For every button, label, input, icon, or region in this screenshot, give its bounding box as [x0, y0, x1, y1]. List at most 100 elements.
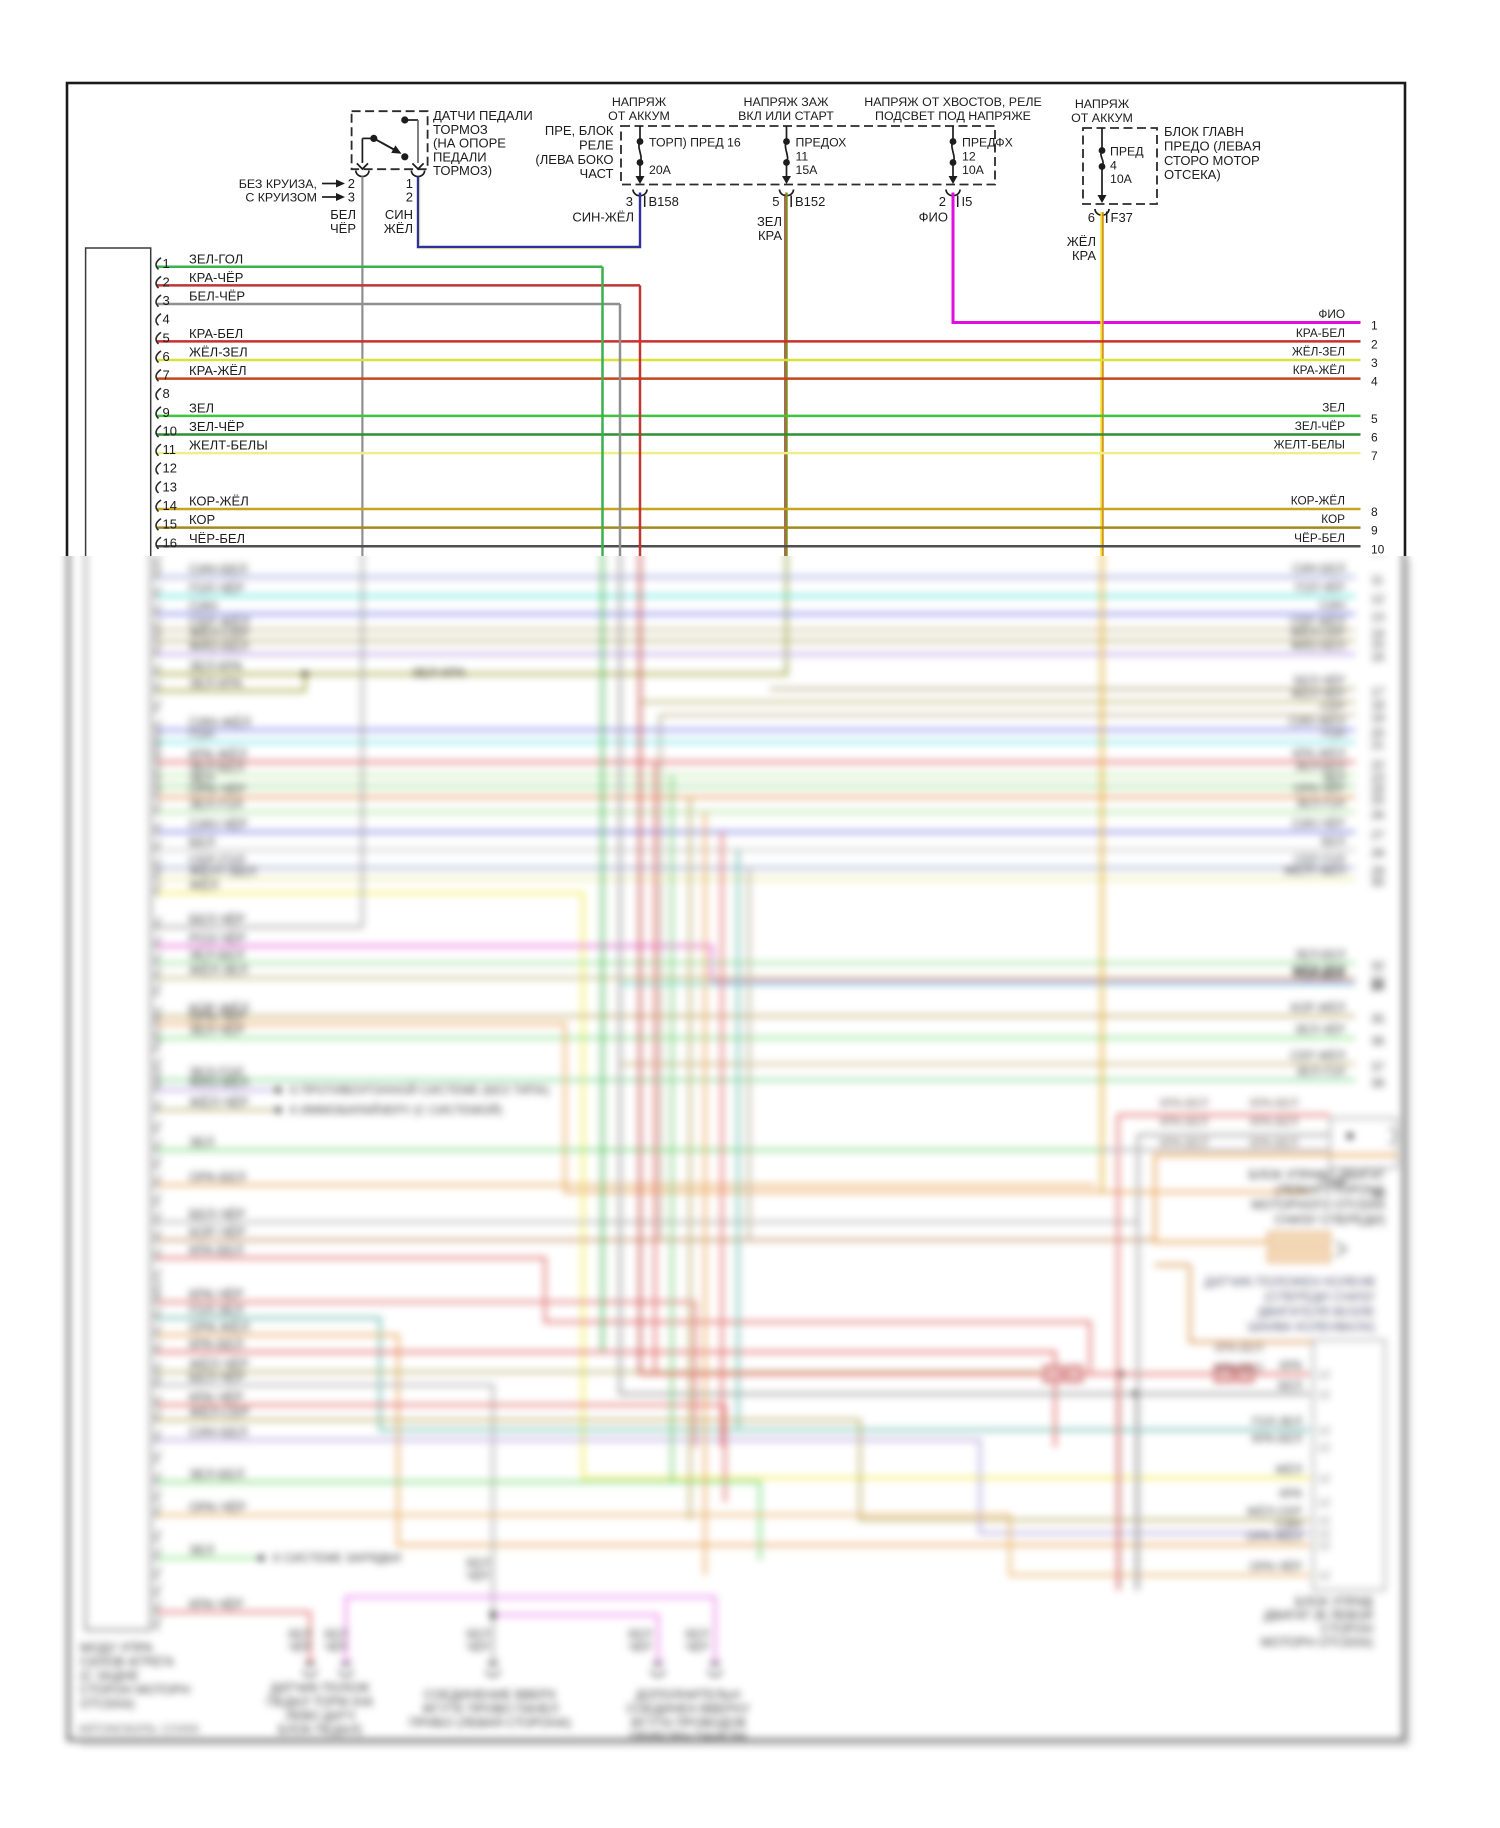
- svg-text:ФИО: ФИО: [1318, 307, 1345, 321]
- svg-text:БЕЛ-ЧЁР: БЕЛ-ЧЁР: [189, 1207, 245, 1222]
- svg-text:(ЛЕВАЯ СТОРОНА: (ЛЕВАЯ СТОРОНА: [1275, 1183, 1386, 1197]
- svg-text:ЗЕЛ-ЧЁР: ЗЕЛ-ЧЁР: [189, 1023, 244, 1038]
- svg-text:СТОРОН: СТОРОН: [1321, 1622, 1373, 1636]
- svg-text:ДАТЧИК ПОЛОЖЕН КОЛЕНВ: ДАТЧИК ПОЛОЖЕН КОЛЕНВ: [1204, 1275, 1375, 1289]
- svg-text:ЗЕЛ-БЕЛ: ЗЕЛ-БЕЛ: [1295, 760, 1345, 774]
- svg-text:ЖЁЛ: ЖЁЛ: [1067, 234, 1096, 249]
- svg-text:КОР: КОР: [189, 512, 215, 527]
- svg-text:ЖЁЛ-ЧЁР: ЖЁЛ-ЧЁР: [189, 1357, 249, 1372]
- svg-text:КРА-БЕЛ: КРА-БЕЛ: [1160, 1117, 1208, 1129]
- svg-text:12: 12: [962, 150, 976, 164]
- svg-text:ГОЛ: ГОЛ: [1322, 727, 1345, 741]
- svg-text:КРА-БЕЛ: КРА-БЕЛ: [1250, 1138, 1298, 1150]
- svg-text:ФИО: ФИО: [919, 210, 948, 225]
- svg-text:ЖЕЛТ-БЕЛЫ: ЖЕЛТ-БЕЛЫ: [1274, 438, 1345, 452]
- svg-text:14: 14: [163, 498, 177, 513]
- svg-text:КРА-ЖЁЛ: КРА-ЖЁЛ: [1293, 747, 1345, 761]
- svg-text:ЗЕЛ: ЗЕЛ: [1322, 771, 1345, 785]
- svg-text:ЖЕЛТ-БЕЛ: ЖЕЛТ-БЕЛ: [189, 864, 256, 879]
- svg-text:2: 2: [406, 190, 413, 205]
- svg-text:РЕЛЕ: РЕЛЕ: [579, 137, 614, 152]
- svg-text:ДВИГАТЕЛЯ ВОЗЛЕ: ДВИГАТЕЛЯ ВОЗЛЕ: [1258, 1305, 1375, 1319]
- svg-text:ГОЛ-ЗЕЛ: ГОЛ-ЗЕЛ: [1252, 1415, 1302, 1429]
- svg-text:3: 3: [348, 190, 355, 205]
- svg-text:ГОЛ-БЕЛ: ГОЛ-БЕЛ: [1295, 969, 1345, 983]
- svg-text:БЕЛ-ЧЁР: БЕЛ-ЧЁР: [189, 912, 245, 927]
- svg-text:ЗЕЛ: ЗЕЛ: [189, 1543, 214, 1558]
- svg-text:СЕР-ЖЁЛ: СЕР-ЖЁЛ: [189, 615, 249, 630]
- svg-text:ЗЕЛ: ЗЕЛ: [189, 771, 214, 786]
- svg-text:КРА-БЕЛ: КРА-БЕЛ: [189, 326, 243, 341]
- svg-text:37: 37: [1371, 1060, 1385, 1074]
- svg-text:КРА: КРА: [1072, 248, 1096, 263]
- svg-text:20: 20: [1371, 726, 1385, 740]
- svg-text:БЕЗ КРУИЗА,: БЕЗ КРУИЗА,: [239, 177, 317, 191]
- svg-text:13: 13: [1371, 610, 1385, 624]
- svg-text:ПЕДАЛ ТОРМ (НА: ПЕДАЛ ТОРМ (НА: [267, 1695, 374, 1709]
- svg-text:ПОДСВЕТ ПОД НАПРЯЖЕ: ПОДСВЕТ ПОД НАПРЯЖЕ: [875, 109, 1031, 123]
- svg-text:КОР-ЖЁЛ: КОР-ЖЁЛ: [189, 493, 249, 508]
- svg-text:16: 16: [1371, 650, 1385, 664]
- svg-text:21: 21: [1371, 738, 1385, 752]
- svg-text:7: 7: [1371, 449, 1378, 463]
- svg-text:1: 1: [163, 256, 170, 271]
- svg-text:ЧЁР: ЧЁР: [466, 1642, 489, 1654]
- svg-text:ГОЛ-ЗЕЛ: ГОЛ-ЗЕЛ: [189, 1303, 243, 1318]
- svg-text:ЧЁР-БЕЛ: ЧЁР-БЕЛ: [1294, 531, 1345, 545]
- svg-text:39: 39: [1371, 1188, 1385, 1202]
- svg-text:БЕЛ-ЧЁР: БЕЛ-ЧЁР: [189, 289, 245, 304]
- svg-text:СИН: СИН: [1319, 599, 1345, 613]
- svg-text:СИН-ЧЁР: СИН-ЧЁР: [1292, 817, 1345, 831]
- svg-text:ОРА-ЖЁЛ: ОРА-ЖЁЛ: [189, 1320, 249, 1335]
- svg-text:8: 8: [163, 386, 170, 401]
- svg-text:СИН-ЧЁР: СИН-ЧЁР: [189, 817, 247, 832]
- svg-text:КРА-ЖЁЛ: КРА-ЖЁЛ: [189, 747, 247, 762]
- svg-text:БЕЛ: БЕЛ: [189, 835, 215, 850]
- svg-text:14: 14: [1371, 626, 1385, 640]
- svg-text:ЗЕЛ-КРА: ЗЕЛ-КРА: [189, 659, 243, 674]
- svg-text:ГОЛ-ЧЁР: ГОЛ-ЧЁР: [189, 581, 244, 596]
- svg-text:ЗЕЛ: ЗЕЛ: [189, 1135, 214, 1150]
- svg-text:МОТОРН ОТСЕКА): МОТОРН ОТСЕКА): [1261, 1636, 1373, 1650]
- svg-text:38: 38: [1371, 1076, 1385, 1090]
- svg-text:ЖЁЛ-СЕР: ЖЁЛ-СЕР: [189, 626, 249, 641]
- svg-text:ОРА-ЧЁР: ОРА-ЧЁР: [189, 782, 246, 797]
- svg-text:ЧЁР: ЧЁР: [324, 1642, 347, 1654]
- svg-text:ФИО-БЕЛ: ФИО-БЕЛ: [189, 1075, 248, 1090]
- svg-text:КРА-БЕЛ: КРА-БЕЛ: [1250, 1098, 1298, 1110]
- svg-text:ВКЛ ИЛИ СТАРТ: ВКЛ ИЛИ СТАРТ: [738, 109, 834, 123]
- svg-text:12: 12: [1318, 1442, 1330, 1454]
- svg-text:БЕЛ: БЕЛ: [1278, 1379, 1302, 1393]
- svg-text:ТОРП) ПРЕД 16: ТОРП) ПРЕД 16: [649, 136, 741, 150]
- svg-text:B152: B152: [795, 194, 825, 209]
- svg-text:4: 4: [1371, 375, 1378, 389]
- svg-text:ЖЁЛ-ЗЕЛ: ЖЁЛ-ЗЕЛ: [189, 344, 248, 359]
- svg-text:СИН: СИН: [1276, 1518, 1302, 1532]
- svg-text:ПЕДАЛИ: ПЕДАЛИ: [433, 149, 487, 164]
- svg-text:СОЕДИНЕНИЕ ВВЕРХ: СОЕДИНЕНИЕ ВВЕРХ: [424, 1688, 557, 1702]
- svg-text:3: 3: [163, 293, 170, 308]
- svg-text:КРА-БЕЛ: КРА-БЕЛ: [1296, 326, 1345, 340]
- svg-text:ЗЕЛ-ГОЛ: ЗЕЛ-ГОЛ: [189, 1065, 243, 1080]
- svg-text:ЗЕЛ-ГОЛ: ЗЕЛ-ГОЛ: [1296, 1065, 1345, 1079]
- svg-text:ГОЛ: ГОЛ: [189, 727, 214, 742]
- svg-text:2: 2: [348, 176, 355, 191]
- svg-text:3: 3: [626, 194, 633, 209]
- svg-text:30: 30: [1371, 875, 1385, 889]
- svg-text:15A: 15A: [796, 163, 819, 177]
- svg-text:СНИЗУ СПЕРЕДИ): СНИЗУ СПЕРЕДИ): [1275, 1213, 1386, 1227]
- svg-text:ЖЕЛТ-БЕЛЫ: ЖЕЛТ-БЕЛЫ: [189, 438, 268, 453]
- svg-text:F37: F37: [1111, 210, 1133, 225]
- svg-text:2: 2: [1371, 337, 1378, 351]
- svg-text:СИН: СИН: [385, 207, 413, 222]
- svg-text:КОР: КОР: [1321, 512, 1345, 526]
- svg-text:БЕЛ: БЕЛ: [330, 207, 356, 222]
- svg-text:БЕЛ-ЧЁР: БЕЛ-ЧЁР: [1294, 674, 1345, 688]
- svg-text:ЧЁР: ЧЁР: [466, 1571, 489, 1583]
- svg-text:17: 17: [1371, 685, 1385, 699]
- svg-text:МОТОРНОГО ОТСЕКА: МОТОРНОГО ОТСЕКА: [1251, 1198, 1385, 1212]
- svg-text:КОР-ЖЁЛ: КОР-ЖЁЛ: [189, 1001, 249, 1016]
- svg-text:ЗЕЛ-БЕЛ: ЗЕЛ-БЕЛ: [189, 1467, 244, 1482]
- svg-text:B158: B158: [649, 194, 679, 209]
- svg-text:12: 12: [1318, 1570, 1330, 1582]
